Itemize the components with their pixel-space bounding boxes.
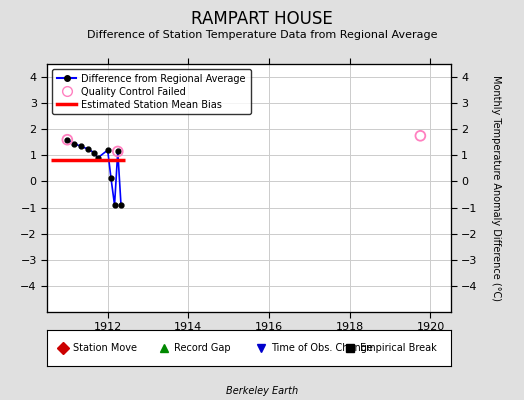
Text: RAMPART HOUSE: RAMPART HOUSE xyxy=(191,10,333,28)
Point xyxy=(416,132,424,139)
Point xyxy=(114,148,122,155)
Text: Difference of Station Temperature Data from Regional Average: Difference of Station Temperature Data f… xyxy=(87,30,437,40)
Text: Empirical Break: Empirical Break xyxy=(360,343,436,353)
Text: Berkeley Earth: Berkeley Earth xyxy=(226,386,298,396)
Text: Record Gap: Record Gap xyxy=(174,343,231,353)
Point xyxy=(63,136,72,143)
Text: Station Move: Station Move xyxy=(73,343,137,353)
Legend: Difference from Regional Average, Quality Control Failed, Estimated Station Mean: Difference from Regional Average, Qualit… xyxy=(52,69,250,114)
Y-axis label: Monthly Temperature Anomaly Difference (°C): Monthly Temperature Anomaly Difference (… xyxy=(492,75,501,301)
Text: Time of Obs. Change: Time of Obs. Change xyxy=(271,343,373,353)
